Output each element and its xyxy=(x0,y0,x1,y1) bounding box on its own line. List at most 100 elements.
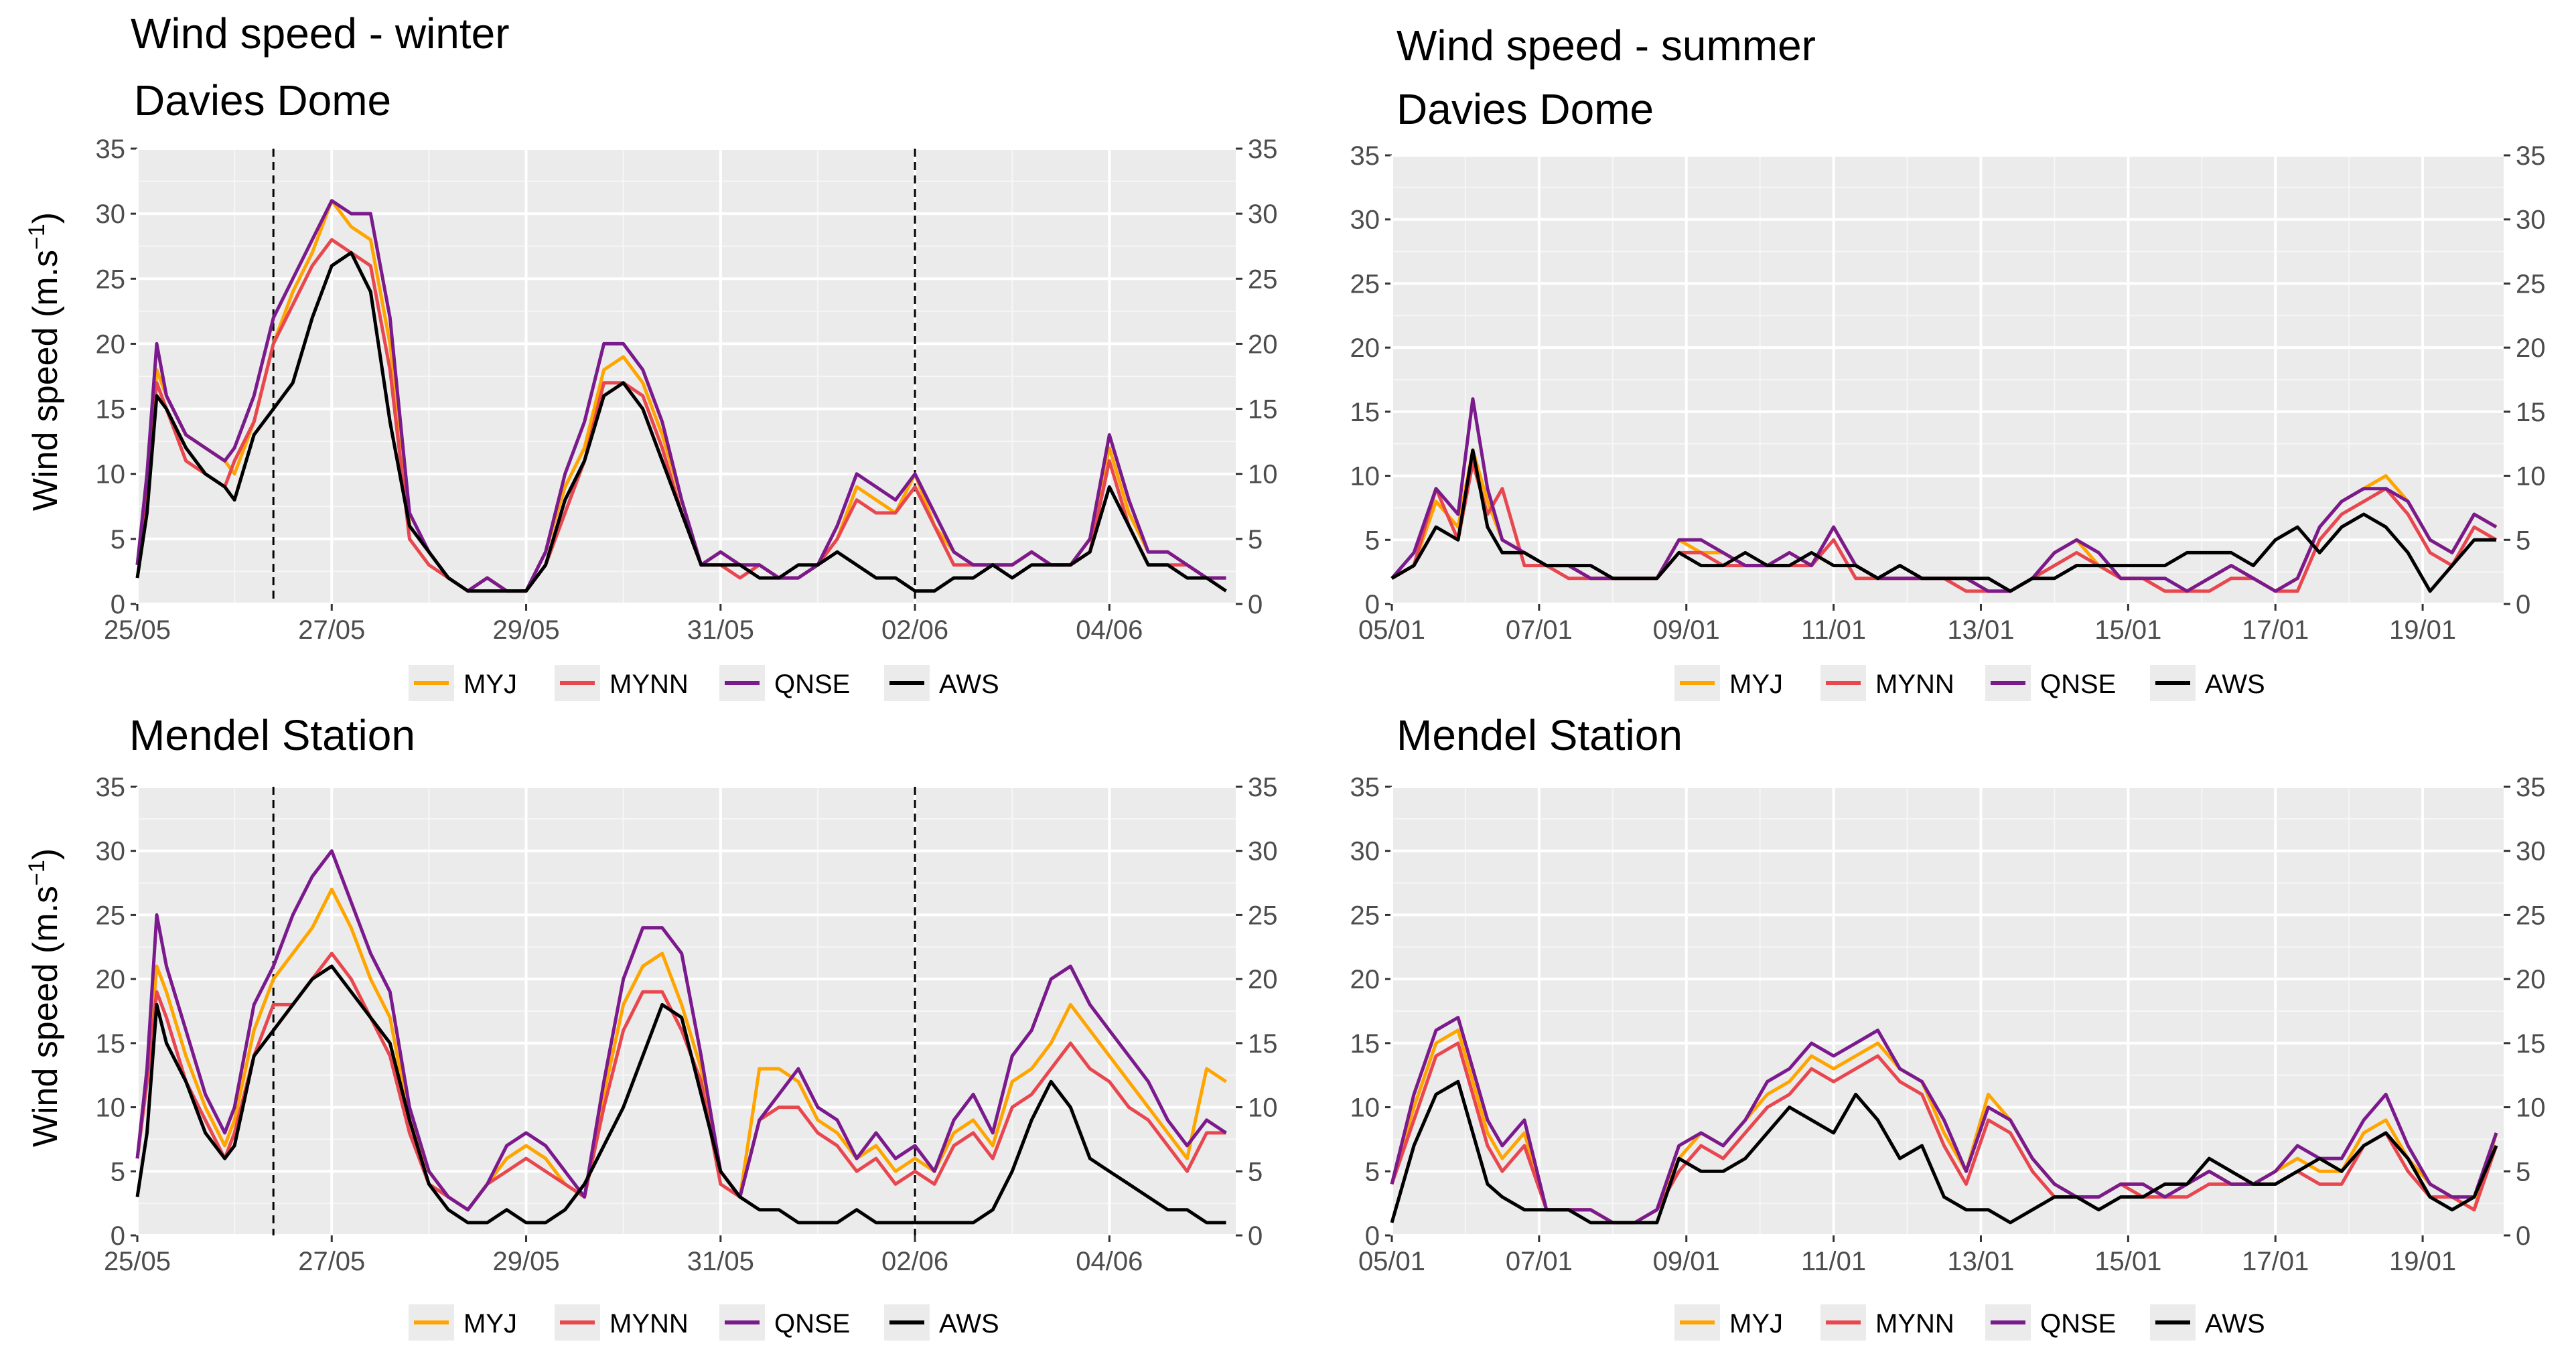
y-tick-label-right: 5 xyxy=(1248,525,1263,554)
y-tick-label: 20 xyxy=(1350,333,1380,363)
y-tick-label: 15 xyxy=(1350,1029,1380,1059)
legend-label-aws: AWS xyxy=(939,670,999,699)
legend-label-qnse: QNSE xyxy=(774,1309,850,1339)
panel-title: Mendel Station xyxy=(129,711,415,759)
y-tick-label: 15 xyxy=(96,395,126,425)
section-title-winter: Wind speed - winter xyxy=(131,9,510,58)
y-tick-label-right: 35 xyxy=(1248,135,1278,164)
x-tick-label: 31/05 xyxy=(687,615,754,645)
y-tick-label: 15 xyxy=(96,1029,126,1059)
y-tick-label: 20 xyxy=(1350,965,1380,994)
y-tick-label-right: 25 xyxy=(2516,901,2546,930)
y-axis-label: Wind speed (m.s−1) xyxy=(24,212,65,511)
x-tick-label: 15/01 xyxy=(2094,615,2161,645)
y-tick-label-right: 30 xyxy=(2516,206,2546,235)
y-tick-label-right: 25 xyxy=(1248,901,1278,930)
y-tick-label-right: 20 xyxy=(2516,333,2546,363)
legend-label-aws: AWS xyxy=(939,1309,999,1339)
legend-label-mynn: MYNN xyxy=(610,670,689,699)
y-tick-label: 30 xyxy=(1350,206,1380,235)
legend-label-myj: MYJ xyxy=(463,670,517,699)
y-tick-label: 10 xyxy=(96,460,126,489)
x-tick-label: 27/05 xyxy=(298,615,365,645)
y-tick-label: 25 xyxy=(1350,901,1380,930)
y-tick-label-right: 0 xyxy=(1248,1221,1263,1251)
x-tick-label: 11/01 xyxy=(1801,1247,1866,1276)
legend-label-mynn: MYNN xyxy=(1875,1309,1954,1339)
x-tick-label: 17/01 xyxy=(2242,1247,2309,1276)
x-tick-label: 04/06 xyxy=(1076,615,1143,645)
y-tick-label: 25 xyxy=(1350,269,1380,299)
legend: MYJ MYNN QNSE AWS xyxy=(409,1304,999,1341)
y-tick-label: 10 xyxy=(1350,462,1380,491)
y-tick-label: 5 xyxy=(111,1157,125,1187)
y-tick-label-right: 30 xyxy=(2516,837,2546,866)
x-tick-label: 13/01 xyxy=(1947,1247,2014,1276)
panel-summer-davies-dome: Davies Dome 0 0 5 5 10 10 15 15 20 20 25 25 30 30 35 35… xyxy=(1350,85,2546,701)
legend-label-aws: AWS xyxy=(2205,670,2265,699)
series-line-aws xyxy=(135,250,1227,593)
y-axis-label-sup: −1 xyxy=(24,224,50,250)
y-tick-label: 35 xyxy=(96,773,126,802)
panel-title: Davies Dome xyxy=(1397,85,1654,133)
y-tick-label-right: 35 xyxy=(2516,773,2546,802)
x-tick-label: 13/01 xyxy=(1947,615,2014,645)
x-tick-label: 02/06 xyxy=(881,615,948,645)
legend: MYJ MYNN QNSE AWS xyxy=(409,665,999,701)
y-tick-label: 30 xyxy=(1350,837,1380,866)
y-tick-label-right: 35 xyxy=(2516,141,2546,171)
y-tick-label-right: 0 xyxy=(2516,1221,2530,1251)
x-tick-label: 07/01 xyxy=(1506,1247,1573,1276)
series-line-myj xyxy=(135,887,1227,1212)
y-tick-label-right: 0 xyxy=(2516,590,2530,619)
y-axis-label: Wind speed (m.s−1) xyxy=(24,848,65,1147)
series-line-aws xyxy=(1390,1079,2498,1225)
y-tick-label: 25 xyxy=(96,901,126,930)
series-line-aws xyxy=(135,964,1226,1225)
y-tick-label: 35 xyxy=(1350,773,1380,802)
y-tick-label: 30 xyxy=(96,837,126,866)
series-line-mynn xyxy=(135,952,1226,1212)
panel-winter-davies-dome: Davies Dome Wind speed (m.s−1) 0 0 5 5 10 10 1… xyxy=(24,76,1278,701)
y-tick-label-right: 35 xyxy=(1248,773,1278,802)
y-tick-label: 25 xyxy=(96,264,126,294)
y-tick-label-right: 10 xyxy=(2516,462,2546,491)
y-tick-label: 20 xyxy=(96,965,126,994)
y-tick-label-right: 15 xyxy=(2516,398,2546,427)
y-axis-label-close: ) xyxy=(26,212,65,224)
series-line-aws xyxy=(1390,448,2496,593)
y-tick-label-right: 25 xyxy=(2516,269,2546,299)
y-tick-label-right: 0 xyxy=(1248,590,1263,619)
legend: MYJ MYNN QNSE AWS xyxy=(1674,665,2265,701)
y-tick-label-right: 10 xyxy=(2516,1093,2546,1123)
y-tick-label-right: 25 xyxy=(1248,264,1278,294)
x-tick-label: 19/01 xyxy=(2389,615,2456,645)
legend-label-qnse: QNSE xyxy=(2040,670,2116,699)
y-tick-label: 0 xyxy=(111,1221,125,1251)
legend-label-myj: MYJ xyxy=(463,1309,517,1339)
y-tick-label-right: 15 xyxy=(1248,395,1278,425)
legend-label-aws: AWS xyxy=(2205,1309,2265,1339)
legend-label-mynn: MYNN xyxy=(1875,670,1954,699)
y-tick-label-right: 20 xyxy=(1248,965,1278,994)
x-tick-label: 15/01 xyxy=(2094,1247,2161,1276)
x-tick-label: 29/05 xyxy=(492,1247,559,1276)
series-line-qnse xyxy=(135,849,1227,1212)
legend-label-mynn: MYNN xyxy=(610,1309,689,1339)
y-tick-label-right: 5 xyxy=(2516,1157,2530,1187)
x-tick-label: 09/01 xyxy=(1653,1247,1720,1276)
y-axis-label-close: ) xyxy=(26,848,65,860)
x-tick-label: 11/01 xyxy=(1801,615,1866,645)
y-tick-label-right: 20 xyxy=(2516,965,2546,994)
y-tick-label-right: 10 xyxy=(1248,460,1278,489)
y-tick-label-right: 5 xyxy=(1248,1157,1263,1187)
legend: MYJ MYNN QNSE AWS xyxy=(1674,1304,2265,1341)
y-tick-label-right: 30 xyxy=(1248,837,1278,866)
y-tick-label-right: 10 xyxy=(1248,1093,1278,1123)
y-tick-label-right: 15 xyxy=(2516,1029,2546,1059)
legend-label-myj: MYJ xyxy=(1729,1309,1783,1339)
y-tick-label: 35 xyxy=(1350,141,1380,171)
x-tick-label: 07/01 xyxy=(1506,615,1573,645)
y-tick-label: 10 xyxy=(96,1093,126,1123)
